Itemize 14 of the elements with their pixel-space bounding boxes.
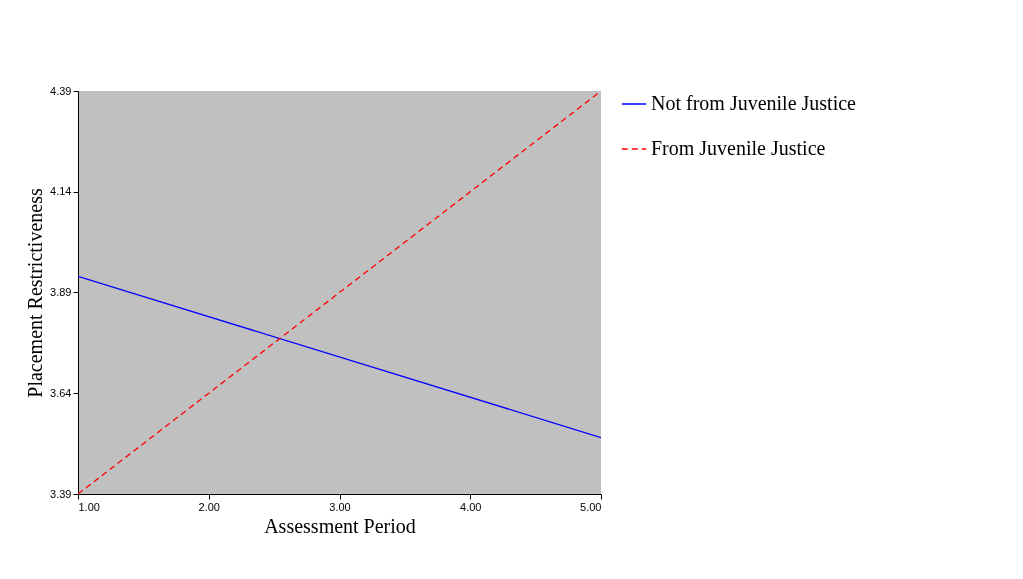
legend-label: From Juvenile Justice	[651, 137, 826, 159]
y-tick-label: 4.14	[50, 185, 72, 198]
x-tick-label: 3.00	[329, 500, 351, 513]
y-tick-label: 4.39	[50, 84, 72, 97]
y-tick-label: 3.89	[50, 286, 72, 298]
x-tick-label: 1.00	[78, 500, 100, 513]
legend-label: Not from Juvenile Justice	[651, 92, 857, 114]
x-tick-label: 2.00	[198, 500, 220, 513]
y-axis-title: Placement Restrictiveness	[24, 188, 47, 398]
y-tick-label: 3.64	[50, 386, 72, 399]
x-tick-label: 5.00	[580, 500, 602, 513]
y-tick-label: 3.39	[50, 487, 72, 500]
x-tick-label: 4.00	[460, 500, 482, 513]
x-axis-title: Assessment Period	[264, 514, 416, 537]
